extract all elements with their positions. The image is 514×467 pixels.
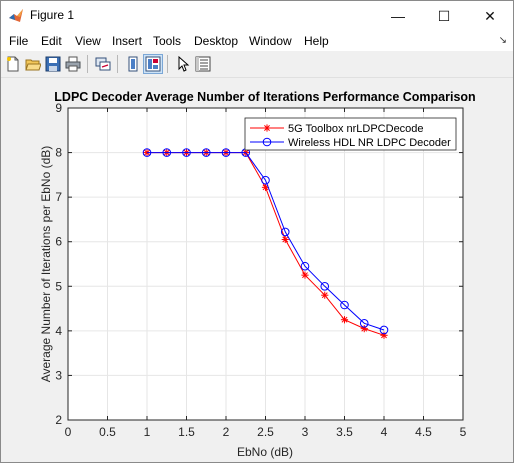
y-tick-label: 9	[55, 101, 62, 115]
x-tick-label: 1	[144, 425, 151, 439]
toolbar-separator	[167, 55, 168, 73]
circle-marker	[162, 148, 172, 157]
open-folder-icon	[25, 59, 41, 71]
menu-file[interactable]: File	[9, 34, 29, 48]
menu-edit[interactable]: Edit	[41, 34, 62, 48]
edit-plot-button[interactable]	[173, 54, 193, 74]
tick-marks	[67, 107, 464, 421]
matlab-logo-icon	[9, 9, 23, 22]
open-file-button[interactable]	[23, 54, 43, 74]
show-plot-tools-icon	[145, 56, 161, 72]
chart-title: LDPC Decoder Average Number of Iteration…	[54, 90, 475, 104]
save-disk-icon	[45, 56, 61, 72]
circle-marker	[221, 148, 231, 157]
x-tick-label: 5	[460, 425, 467, 439]
y-tick-labels: 2 3 4 5 6 7 8 9	[55, 101, 62, 427]
y-axis-label: Average Number of Iterations per EbNo (d…	[39, 146, 53, 383]
menu-help[interactable]: Help	[304, 34, 329, 48]
menu-tools[interactable]: Tools	[153, 34, 182, 48]
property-inspector-icon	[195, 56, 211, 72]
legend-label: Wireless HDL NR LDPC Decoder	[288, 137, 451, 149]
maximize-button[interactable]: ☐	[421, 1, 467, 31]
series-2[interactable]	[142, 148, 389, 335]
hide-plot-tools-icon	[128, 56, 138, 72]
y-tick-label: 3	[55, 368, 62, 382]
print-figure-button[interactable]	[63, 54, 83, 74]
menu-desktop[interactable]: Desktop	[194, 34, 239, 48]
circle-marker	[300, 261, 310, 271]
printer-icon	[65, 56, 81, 72]
x-tick-label: 1.5	[178, 425, 195, 439]
save-figure-button[interactable]	[43, 54, 63, 74]
new-file-icon	[7, 56, 19, 72]
star-marker	[281, 235, 289, 244]
star-marker	[321, 291, 329, 299]
x-tick-label: 0.5	[99, 425, 116, 439]
legend-label: 5G Toolbox nrLDPCDecode	[288, 123, 424, 135]
dock-figure-icon[interactable]: ↘	[498, 35, 507, 46]
x-tick-label: 3	[302, 425, 309, 439]
figure-canvas: 0 0.5 1 1.5 2 2.5 3 3.5 4 4.5 5 2 3 4 5 6 7 8 9 LDPC Deco…	[1, 78, 513, 462]
show-plot-tools-button[interactable]	[143, 54, 163, 74]
circle-marker	[182, 148, 191, 157]
circle-marker	[340, 300, 349, 310]
y-tick-label: 2	[55, 413, 62, 427]
legend-item: Wireless HDL NR LDPC Decoder	[250, 137, 451, 149]
circle-marker	[201, 148, 211, 157]
menu-bar: File Edit View Insert Tools Desktop Wind…	[1, 31, 513, 51]
x-tick-label: 3.5	[336, 425, 353, 439]
menu-view[interactable]: View	[75, 34, 101, 48]
series-layer	[142, 148, 389, 339]
link-plot-icon	[95, 57, 111, 71]
grid-lines	[68, 108, 463, 420]
toolbar-separator	[87, 55, 88, 73]
legend-item: 5G Toolbox nrLDPCDecode	[250, 123, 424, 135]
legend[interactable]: 5G Toolbox nrLDPCDecode Wireless HDL NR L…	[244, 117, 457, 151]
star-marker	[340, 316, 349, 324]
circle-marker	[261, 175, 270, 185]
star-marker	[263, 124, 271, 132]
legend-items: 5G Toolbox nrLDPCDecode Wireless HDL NR L…	[250, 123, 451, 149]
x-tick-label: 4.5	[415, 425, 432, 439]
x-tick-label: 2.5	[257, 425, 274, 439]
star-marker	[360, 325, 368, 333]
title-bar[interactable]: Figure 1 — ☐ ✕	[1, 1, 513, 31]
circle-marker	[320, 281, 330, 291]
circle-marker	[379, 325, 389, 335]
x-tick-label: 2	[223, 425, 230, 439]
series-line	[147, 152, 385, 331]
minimize-button[interactable]: —	[375, 1, 421, 31]
maximize-icon: ☐	[437, 7, 451, 24]
circle-marker	[142, 148, 152, 157]
close-button[interactable]: ✕	[467, 1, 513, 31]
x-tick-label: 4	[381, 425, 388, 439]
close-icon: ✕	[484, 7, 496, 24]
circle-marker	[262, 137, 272, 147]
new-figure-button[interactable]	[3, 54, 23, 74]
hide-plot-tools-button[interactable]	[123, 54, 143, 74]
y-tick-label: 8	[55, 146, 62, 160]
link-plot-button[interactable]	[93, 54, 113, 74]
y-tick-label: 7	[55, 190, 62, 204]
y-tick-label: 6	[55, 235, 62, 249]
arrow-pointer-icon	[178, 56, 190, 72]
y-tick-label: 5	[55, 279, 62, 293]
x-tick-labels: 0 0.5 1 1.5 2 2.5 3 3.5 4 4.5 5	[65, 425, 467, 439]
x-axis-label: EbNo (dB)	[237, 445, 293, 459]
property-inspector-button[interactable]	[193, 54, 213, 74]
y-tick-label: 4	[55, 324, 62, 338]
chart-svg[interactable]: 0 0.5 1 1.5 2 2.5 3 3.5 4 4.5 5 2 3 4 5 6 7 8 9 LDPC Deco…	[1, 78, 513, 462]
menu-insert[interactable]: Insert	[112, 34, 143, 48]
circle-marker	[280, 227, 290, 237]
menu-window[interactable]: Window	[249, 34, 292, 48]
toolbar-separator	[117, 55, 118, 73]
star-marker	[301, 271, 309, 279]
minimize-icon: —	[391, 8, 405, 24]
circle-marker	[359, 318, 369, 328]
figure-toolbar	[1, 51, 513, 78]
x-tick-label: 0	[65, 425, 72, 439]
legend-box	[244, 117, 457, 151]
window-title: Figure 1	[30, 8, 75, 22]
